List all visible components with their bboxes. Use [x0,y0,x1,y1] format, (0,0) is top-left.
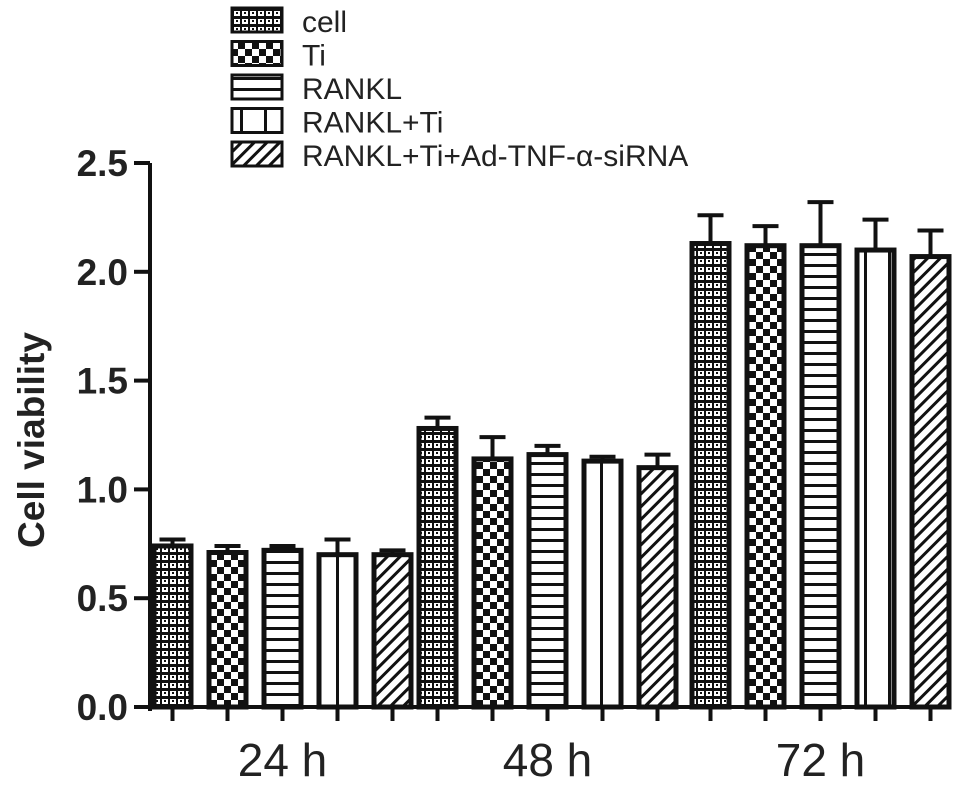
x-category-label: 48 h [503,734,593,786]
legend-label: RANKL+Ti [302,107,443,140]
legend-swatch [230,6,284,34]
bar [636,465,679,710]
legend-label: RANKL [302,73,402,106]
bar [744,243,787,710]
y-tick-label: 1.0 [77,469,128,510]
y-axis-title: Cell viability [11,332,52,548]
bars [151,200,952,710]
x-category-label: 72 h [776,734,866,786]
y-tick-label: 1.5 [77,361,128,402]
legend-label: RANKL+Ti+Ad-TNF-α-siRNA [302,140,688,173]
bar [371,552,414,710]
bar [471,456,514,710]
legend-swatch [230,107,284,134]
bar [799,243,842,710]
bar [689,241,732,710]
legend-swatch [230,140,284,168]
y-axis: 0.0 0.5 1.0 1.5 2.0 2.5 [77,143,152,728]
y-tick-label: 0.0 [77,687,128,728]
legend-swatch [230,73,284,101]
legend: cellTiRANKLRANKL+TiRANKL+Ti+Ad-TNF-α-siR… [230,6,688,173]
bar [151,543,194,710]
bar [261,547,304,710]
bar [416,425,459,710]
x-axis: 24 h 48 h 72 h [148,705,945,786]
y-tick-label: 2.5 [77,143,128,184]
bar [206,550,249,710]
bar [526,452,569,710]
y-tick-label: 2.0 [77,252,128,293]
bar [581,458,624,710]
legend-label: cell [302,6,347,39]
bar [909,254,952,710]
legend-label: Ti [302,40,326,73]
x-category-label: 24 h [238,734,328,786]
y-tick-label: 0.5 [77,578,128,619]
bar [316,552,359,710]
legend-swatch [230,40,284,67]
bar [854,247,897,710]
